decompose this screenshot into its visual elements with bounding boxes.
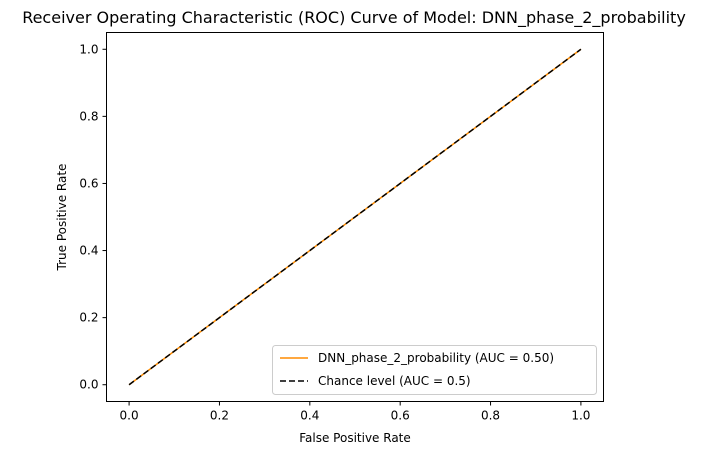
x-tick-label: 0.8 [481, 409, 500, 423]
x-axis-ticks: 0.0 0.2 0.4 0.6 0.8 1.0 [120, 401, 590, 423]
y-tick-label: 0.4 [79, 244, 98, 258]
legend: DNN_phase_2_probability (AUC = 0.50) Cha… [272, 345, 597, 395]
legend-entry-chance: Chance level (AUC = 0.5) [318, 374, 471, 388]
legend-box [272, 345, 597, 395]
series-line-chance [128, 48, 582, 386]
x-tick-label: 0.6 [391, 409, 410, 423]
x-tick-label: 0.0 [120, 409, 139, 423]
y-axis-ticks: 0.0 0.2 0.4 0.6 0.8 1.0 [79, 42, 107, 392]
y-tick-label: 0.6 [79, 176, 98, 190]
y-tick-label: 0.0 [79, 378, 98, 392]
y-axis-label: True Positive Rate [55, 164, 69, 272]
chart-title: Receiver Operating Characteristic (ROC) … [22, 8, 686, 28]
x-axis-label: False Positive Rate [299, 431, 411, 445]
plot-frame [106, 32, 604, 402]
x-tick-label: 0.2 [210, 409, 229, 423]
y-tick-label: 0.2 [79, 311, 98, 325]
y-tick-label: 1.0 [79, 42, 98, 56]
legend-entry-model: DNN_phase_2_probability (AUC = 0.50) [318, 351, 554, 365]
y-tick-label: 0.8 [79, 109, 98, 123]
x-tick-label: 1.0 [571, 409, 590, 423]
plot-lines [128, 48, 582, 386]
x-tick-label: 0.4 [300, 409, 319, 423]
